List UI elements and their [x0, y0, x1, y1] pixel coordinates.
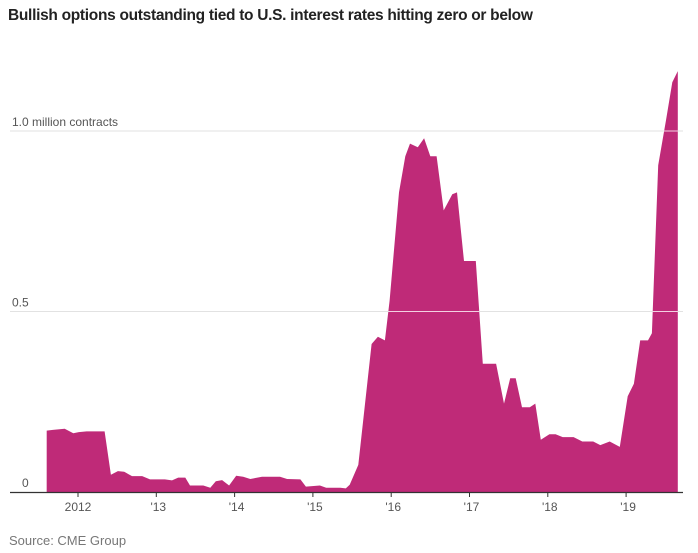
x-tick-label: '15: [307, 500, 323, 514]
x-tick-label: '18: [542, 500, 558, 514]
y-tick-label: 1.0 million contracts: [12, 115, 118, 129]
x-tick-label: '17: [464, 500, 480, 514]
y-tick-label: 0: [22, 476, 29, 490]
y-tick-label: 0.5: [12, 296, 29, 310]
x-tick-label: '16: [385, 500, 401, 514]
x-tick-label: '13: [150, 500, 166, 514]
chart-title: Bullish options outstanding tied to U.S.…: [8, 7, 533, 24]
x-tick-label: 2012: [65, 500, 92, 514]
x-tick-label: '14: [229, 500, 245, 514]
area-series: [46, 71, 678, 492]
chart-source: Source: CME Group: [9, 533, 127, 548]
x-tick-label: '19: [620, 500, 636, 514]
